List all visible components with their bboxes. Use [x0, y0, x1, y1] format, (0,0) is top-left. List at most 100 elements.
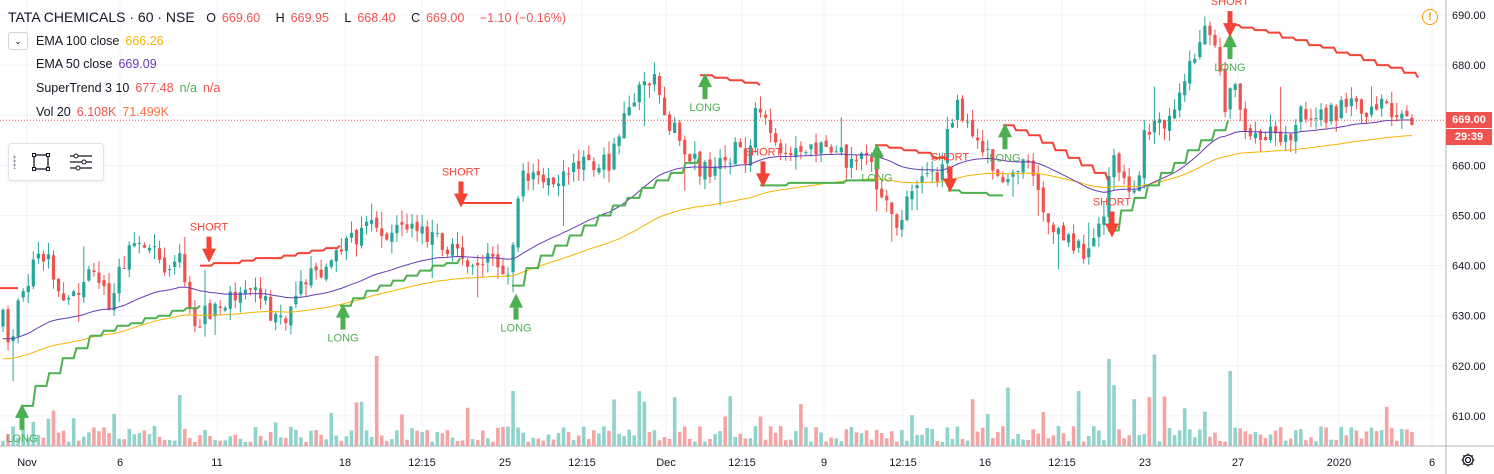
- volume-bar: [1374, 431, 1379, 446]
- indicator-volume[interactable]: Vol 20 6.108K 71.499K: [36, 105, 169, 119]
- volume-bar: [773, 432, 778, 446]
- volume-bar: [1071, 426, 1076, 446]
- volume-bar: [435, 432, 440, 446]
- candle: [627, 95, 631, 117]
- volume-bar: [400, 414, 404, 446]
- signals: LONG SHORT LONG SHORT LONG LONG SHORT LONG SHORT…: [6, 0, 1249, 445]
- candle: [1092, 228, 1096, 247]
- volume-bar: [1036, 433, 1041, 446]
- volume-bar: [268, 432, 273, 446]
- candle: [481, 254, 485, 278]
- volume-bar: [460, 440, 465, 446]
- volume-bar: [617, 433, 621, 446]
- candle: [122, 255, 126, 269]
- candle: [51, 250, 56, 289]
- volume-bar: [1127, 435, 1131, 446]
- candle: [460, 235, 465, 266]
- candle: [157, 240, 162, 264]
- volume-bar: [167, 440, 172, 446]
- long-signal: LONG: [6, 403, 38, 445]
- short-signal: SHORT: [1211, 0, 1249, 38]
- drag-handle-icon[interactable]: [13, 155, 16, 169]
- candle: [541, 167, 545, 189]
- chevron-down-icon[interactable]: ⌄: [8, 32, 28, 50]
- volume-bar: [576, 435, 581, 446]
- volume-bar: [1238, 428, 1243, 446]
- volume-bar: [814, 427, 818, 446]
- volume-bar: [1369, 427, 1374, 446]
- candle: [688, 153, 692, 164]
- volume-bar: [1011, 439, 1015, 446]
- candle: [536, 158, 540, 185]
- volume-bar: [799, 404, 803, 446]
- candle: [203, 269, 207, 337]
- candle: [738, 138, 742, 148]
- candle: [673, 117, 677, 134]
- candle: [208, 299, 212, 320]
- volume-bar: [1243, 431, 1248, 446]
- gear-icon[interactable]: [1460, 452, 1476, 468]
- supertrend-down-line: [875, 144, 949, 162]
- candle: [743, 137, 747, 173]
- candle: [1380, 94, 1384, 117]
- volume-bars: [1, 354, 1414, 446]
- volume-bar: [789, 439, 793, 446]
- indicator-ema100[interactable]: EMA 100 close 666.26: [36, 34, 164, 48]
- candle: [809, 144, 813, 157]
- grid: [0, 0, 1446, 446]
- candle: [1087, 222, 1091, 265]
- volume-bar: [1198, 429, 1202, 446]
- long-signal: LONG: [1214, 33, 1246, 74]
- volume-bar: [627, 429, 631, 446]
- x-tick-label: 12:15: [568, 457, 596, 469]
- volume-bar: [1288, 438, 1293, 446]
- volume-bar: [1213, 432, 1217, 446]
- volume-bar: [455, 441, 460, 446]
- short-label: SHORT: [1093, 197, 1132, 209]
- volume-bar: [960, 438, 965, 446]
- candle: [1354, 96, 1358, 110]
- volume-bar: [1157, 441, 1162, 446]
- volume-bar: [758, 416, 763, 446]
- candle: [1082, 234, 1086, 264]
- volume-bar: [1319, 426, 1323, 446]
- volume-bar: [733, 437, 738, 446]
- volume-bar: [844, 429, 849, 446]
- volume-bar: [794, 430, 798, 446]
- candle: [380, 211, 384, 248]
- candle: [87, 265, 91, 282]
- volume-bar: [172, 440, 177, 446]
- candle: [789, 146, 793, 162]
- volume-bar: [31, 422, 36, 446]
- indicator-ema50[interactable]: EMA 50 close 669.09: [36, 57, 157, 71]
- volume-bar: [935, 440, 940, 446]
- volume-bar: [1329, 439, 1333, 446]
- volume-bar: [369, 437, 374, 446]
- candle: [324, 263, 328, 282]
- candle: [107, 272, 111, 311]
- candle: [753, 102, 758, 153]
- indicator-supertrend[interactable]: SuperTrend 3 10 677.48 n/a n/a: [36, 81, 221, 95]
- object-tree-icon[interactable]: [69, 152, 93, 172]
- rectangle-tool-icon[interactable]: [31, 152, 51, 172]
- volume-bar: [374, 356, 379, 446]
- volume-bar: [864, 430, 869, 446]
- volume-bar: [996, 432, 1000, 446]
- volume-bar: [753, 426, 758, 446]
- volume-bar: [581, 426, 586, 446]
- symbol-title[interactable]: TATA CHEMICALS · 60 · NSE: [8, 9, 195, 25]
- volume-bar: [859, 433, 864, 446]
- volume-bar: [1218, 440, 1222, 446]
- candle: [1279, 86, 1283, 146]
- short-signal: SHORT: [442, 166, 480, 208]
- volume-bar: [1142, 434, 1147, 446]
- candle: [1208, 21, 1212, 46]
- candle: [279, 304, 283, 325]
- short-label: SHORT: [931, 151, 970, 163]
- volume-bar: [940, 441, 945, 446]
- volume-bar: [632, 435, 637, 446]
- volume-bar: [693, 441, 697, 446]
- alert-icon[interactable]: !: [1422, 9, 1438, 25]
- volume-bar: [1016, 434, 1020, 446]
